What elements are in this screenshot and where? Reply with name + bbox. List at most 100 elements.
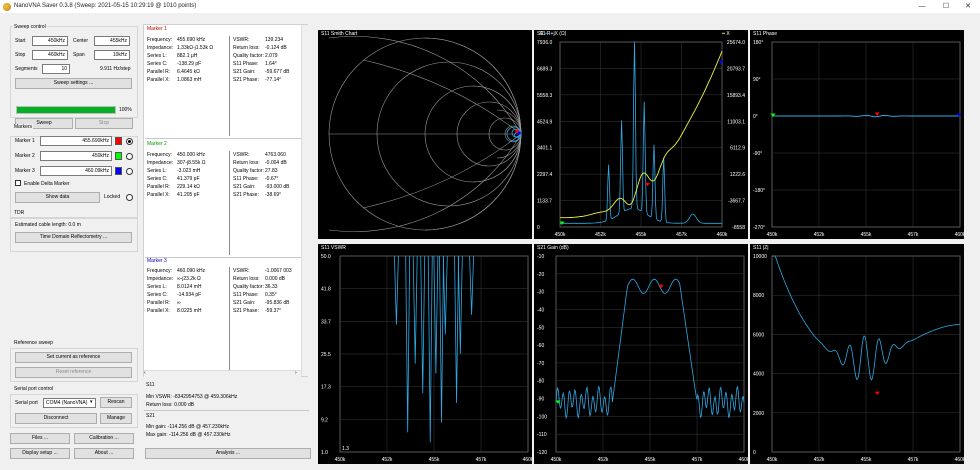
marker1-color-button[interactable] [115,137,122,145]
stop-label: Stop [15,52,26,58]
reset-reference-button[interactable]: Reset reference [15,367,132,378]
marker3-frequency-field[interactable]: 460.09kHz [40,166,112,176]
minimize-button[interactable]: — [918,3,926,10]
set-reference-button[interactable]: Set current as reference [15,352,132,363]
marker3-flag [956,113,962,117]
center-field[interactable]: 455kHz [94,36,130,46]
marker2-parallel-r-row: Parallel R: 229.14 kΩ [147,184,200,190]
sweep-button[interactable]: Sweep [15,118,73,129]
x-tick-label: 460k [955,232,964,238]
serial-group [10,394,138,428]
manage-button[interactable]: Manage [100,413,132,424]
maximize-button[interactable]: ☐ [942,3,950,10]
locked-radio[interactable] [126,194,133,201]
tdr-title: TDR [13,210,26,216]
marker1-parallel-r-row: Parallel R: 6.4645 kΩ [147,69,200,75]
x-tick-label: 455k [636,232,647,238]
s11-summary-title: S11 [146,382,155,388]
y-tick-label: 2297.4 [537,172,553,178]
calibration-button[interactable]: Calibration ... [74,433,134,444]
analysis-button[interactable]: Analysis ... [145,448,311,459]
vswr-chart[interactable]: S11 VSWR 50.0 41.8 33.7 25.5 17.3 9.2 1.0 450k 4… [318,244,532,464]
marker3-parallel-x-row: Parallel X: 8.0225 mH [147,308,202,314]
show-data-button[interactable]: Show data [15,192,100,203]
marker2-frequency-field[interactable]: 450kHz [40,151,112,161]
s21-summary-title: S21 [146,413,155,419]
marker3-radio[interactable] [126,168,133,175]
marker2-color-button[interactable] [115,152,122,160]
app-icon [3,3,11,11]
y-tick-label: 2000 [753,411,764,417]
serial-port-select[interactable]: COM4 (NanoVNA) [43,398,96,408]
y-tick-label: 0 [753,450,756,456]
span-field[interactable]: 10kHz [94,50,130,60]
segments-field[interactable]: 10 [42,64,70,74]
y-tick-label: -90° [753,151,762,157]
vswr-trace [433,255,439,374]
marker3-return-loss-row: Return loss: 0.000 dB [233,276,286,282]
smith-x-arc [424,133,522,231]
marker3-series-c-row: Series C: -14.934 pF [147,292,202,298]
about-button[interactable]: About ... [74,448,134,459]
smith-chart[interactable]: S11 Smith Chart [318,30,532,239]
smith-chart-svg [328,36,522,232]
start-field[interactable]: 450kHz [32,36,68,46]
scroll-right-icon[interactable]: › [295,370,297,376]
gain-chart[interactable]: S21 Gain (dB) -10 -20 -30 -40 -50 -60 -70 -80 -9… [534,244,748,464]
sweep-settings-button[interactable]: Sweep settings ... [15,78,132,89]
stop-button[interactable]: Stop [75,118,133,129]
marker2-s11-phase-row: S11 Phase: -0.67° [233,176,279,182]
y-tick-label: 1.0 [321,450,328,456]
tdr-button[interactable]: Time Domain Reflectometry ... [15,232,132,243]
rx-chart[interactable]: S11 R+jX (Ω) R ━ ━ X 7936.0 6689.3 5558.3 4… [534,30,748,239]
close-button[interactable]: ✕ [965,3,971,10]
step-text: 9.911 Hz/step [100,66,131,72]
y-tick-label: -20 [537,272,544,278]
phase-chart-title: S11 Phase [753,31,778,37]
marker3-color-button[interactable] [115,167,122,175]
vertical-scrollbar[interactable] [301,25,308,376]
title-bar: NanoVNA Saver 0.3.8 (Sweep: 2021-05-15 1… [0,0,980,14]
y-tick-label: 3401.1 [537,146,553,152]
marker3-frequency-row: Frequency: 460.090 kHz [147,268,206,274]
x-tick-label: 452k [814,457,825,463]
vswr-chart-svg: 50.0 41.8 33.7 25.5 17.3 9.2 1.0 450k 452k 455k 45… [321,254,532,463]
disconnect-button[interactable]: Disconnect [15,413,97,424]
sweep-control-group [10,26,138,118]
vswr-trace [420,255,426,394]
z-chart-svg: 10000 8000 6000 4000 2000 0 450k 452k 455k 457k 46… [753,254,964,463]
chevron-down-icon[interactable]: ▾ [90,399,93,405]
vswr-trace [454,255,459,404]
phase-chart[interactable]: S11 Phase 180° 90° 0° -90° -180° -270° 450k 452… [750,30,964,239]
marker1-radio[interactable] [126,138,133,145]
stop-field[interactable]: 460kHz [32,50,68,60]
x-legend: ━ X [722,31,730,37]
reference-title: Reference sweep [13,340,54,346]
vswr-trace [394,255,399,325]
y-tick-label: 5558.3 [537,93,553,99]
z-chart[interactable]: S11 |Z| 10000 8000 6000 4000 2000 0 450k 452k 45… [750,244,964,464]
marker3-s21-gain-row: S21 Gain: -95.836 dB [233,300,290,306]
marker1-frequency-field[interactable]: 455.690kHz [40,136,112,146]
files-button[interactable]: Files ... [10,433,70,444]
scroll-left-icon[interactable]: ‹ [144,370,146,376]
y-tick-label: -70 [537,361,544,367]
y-tick-label: -50 [537,325,544,331]
x-tick-label: 455k [429,457,440,463]
y-tick-label: 41.8 [321,287,331,293]
marker2-radio[interactable] [126,153,133,160]
marker2-impedance-row: Impedance: 307-j8.55k Ω [147,160,206,166]
marker2-flag [559,221,565,225]
horizontal-scrollbar[interactable] [144,370,301,377]
marker3-s21-phase-row: S21 Phase: -59.37° [233,308,282,314]
x-tick-label: 455k [861,457,872,463]
display-setup-button[interactable]: Display setup ... [10,448,70,459]
marker1-s21-gain-row: S21 Gain: -59.677 dB [233,69,290,75]
marker2-flag [555,400,561,404]
delta-marker-checkbox[interactable] [15,180,21,186]
y-tick-label: 7936.0 [537,40,553,46]
y-tick-label: -180° [753,188,765,194]
rescan-button[interactable]: Rescan [100,397,132,408]
marker1-series-c-row: Series C: -138.29 pF [147,61,202,67]
smith-x-arc [472,133,522,183]
